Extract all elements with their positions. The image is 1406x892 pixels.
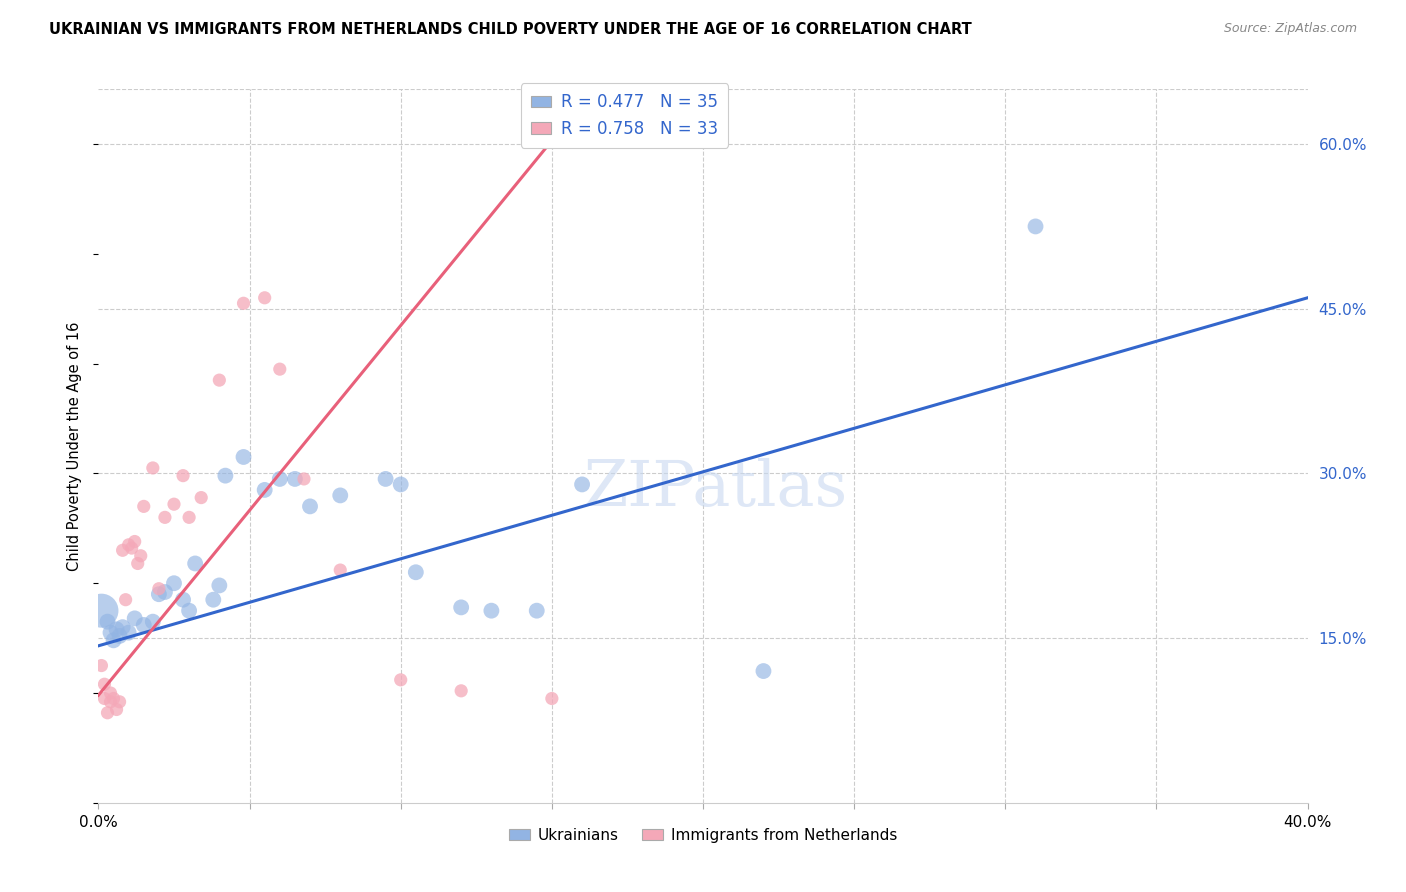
Point (103, 691, 125, 706)
Point (374, 472, 396, 486)
Point (389, 673, 412, 687)
Point (299, 500, 322, 514)
Point (96, 706, 118, 720)
Point (93, 691, 115, 706)
Point (142, 615, 165, 629)
Point (389, 477, 412, 491)
Point (148, 587, 170, 601)
Point (172, 592, 194, 607)
Point (93, 677, 115, 691)
Point (103, 633, 125, 648)
Point (132, 500, 155, 514)
Point (269, 362, 291, 376)
Point (540, 691, 562, 706)
Point (100, 695, 122, 709)
Point (108, 695, 131, 709)
Point (450, 600, 472, 615)
Point (179, 510, 201, 524)
Point (100, 686, 122, 700)
Point (132, 618, 155, 632)
Point (118, 625, 141, 640)
Point (153, 510, 176, 524)
Point (163, 576, 186, 591)
Point (329, 488, 352, 502)
Point (253, 483, 276, 497)
Point (105, 623, 128, 637)
Point (208, 578, 231, 592)
Point (100, 625, 122, 640)
Point (111, 620, 134, 634)
Point (292, 472, 315, 486)
Point (142, 461, 165, 475)
Point (127, 557, 149, 571)
Point (124, 534, 146, 549)
Point (114, 592, 136, 607)
Point (284, 472, 307, 486)
Point (121, 541, 143, 555)
Text: Source: ZipAtlas.com: Source: ZipAtlas.com (1223, 22, 1357, 36)
Point (405, 566, 427, 580)
Point (329, 563, 352, 577)
Point (148, 582, 170, 596)
Point (129, 549, 152, 563)
Text: ZIPatlas: ZIPatlas (583, 458, 848, 519)
Point (118, 538, 141, 552)
Point (232, 450, 254, 464)
Point (96, 615, 118, 629)
Point (90, 658, 112, 673)
Point (90, 604, 112, 618)
Point (450, 683, 472, 698)
Point (526, 604, 548, 618)
Point (111, 543, 134, 558)
Text: UKRAINIAN VS IMMIGRANTS FROM NETHERLANDS CHILD POVERTY UNDER THE AGE OF 16 CORRE: UKRAINIAN VS IMMIGRANTS FROM NETHERLANDS… (49, 22, 972, 37)
Point (269, 472, 291, 486)
Point (108, 629, 131, 643)
Point (105, 702, 128, 716)
Point (214, 468, 236, 483)
Point (571, 477, 593, 491)
Point (163, 497, 186, 511)
Y-axis label: Child Poverty Under the Age of 16: Child Poverty Under the Age of 16 (67, 321, 83, 571)
Point (208, 373, 231, 387)
Point (179, 604, 201, 618)
Point (253, 291, 276, 305)
Point (752, 664, 775, 678)
Point (481, 604, 503, 618)
Point (172, 468, 194, 483)
Point (153, 585, 176, 599)
Point (232, 296, 254, 310)
Point (124, 611, 146, 625)
Point (1024, 219, 1046, 234)
Legend: Ukrainians, Immigrants from Netherlands: Ukrainians, Immigrants from Netherlands (503, 822, 903, 848)
Point (190, 491, 212, 505)
Point (184, 557, 207, 571)
Point (202, 592, 225, 607)
